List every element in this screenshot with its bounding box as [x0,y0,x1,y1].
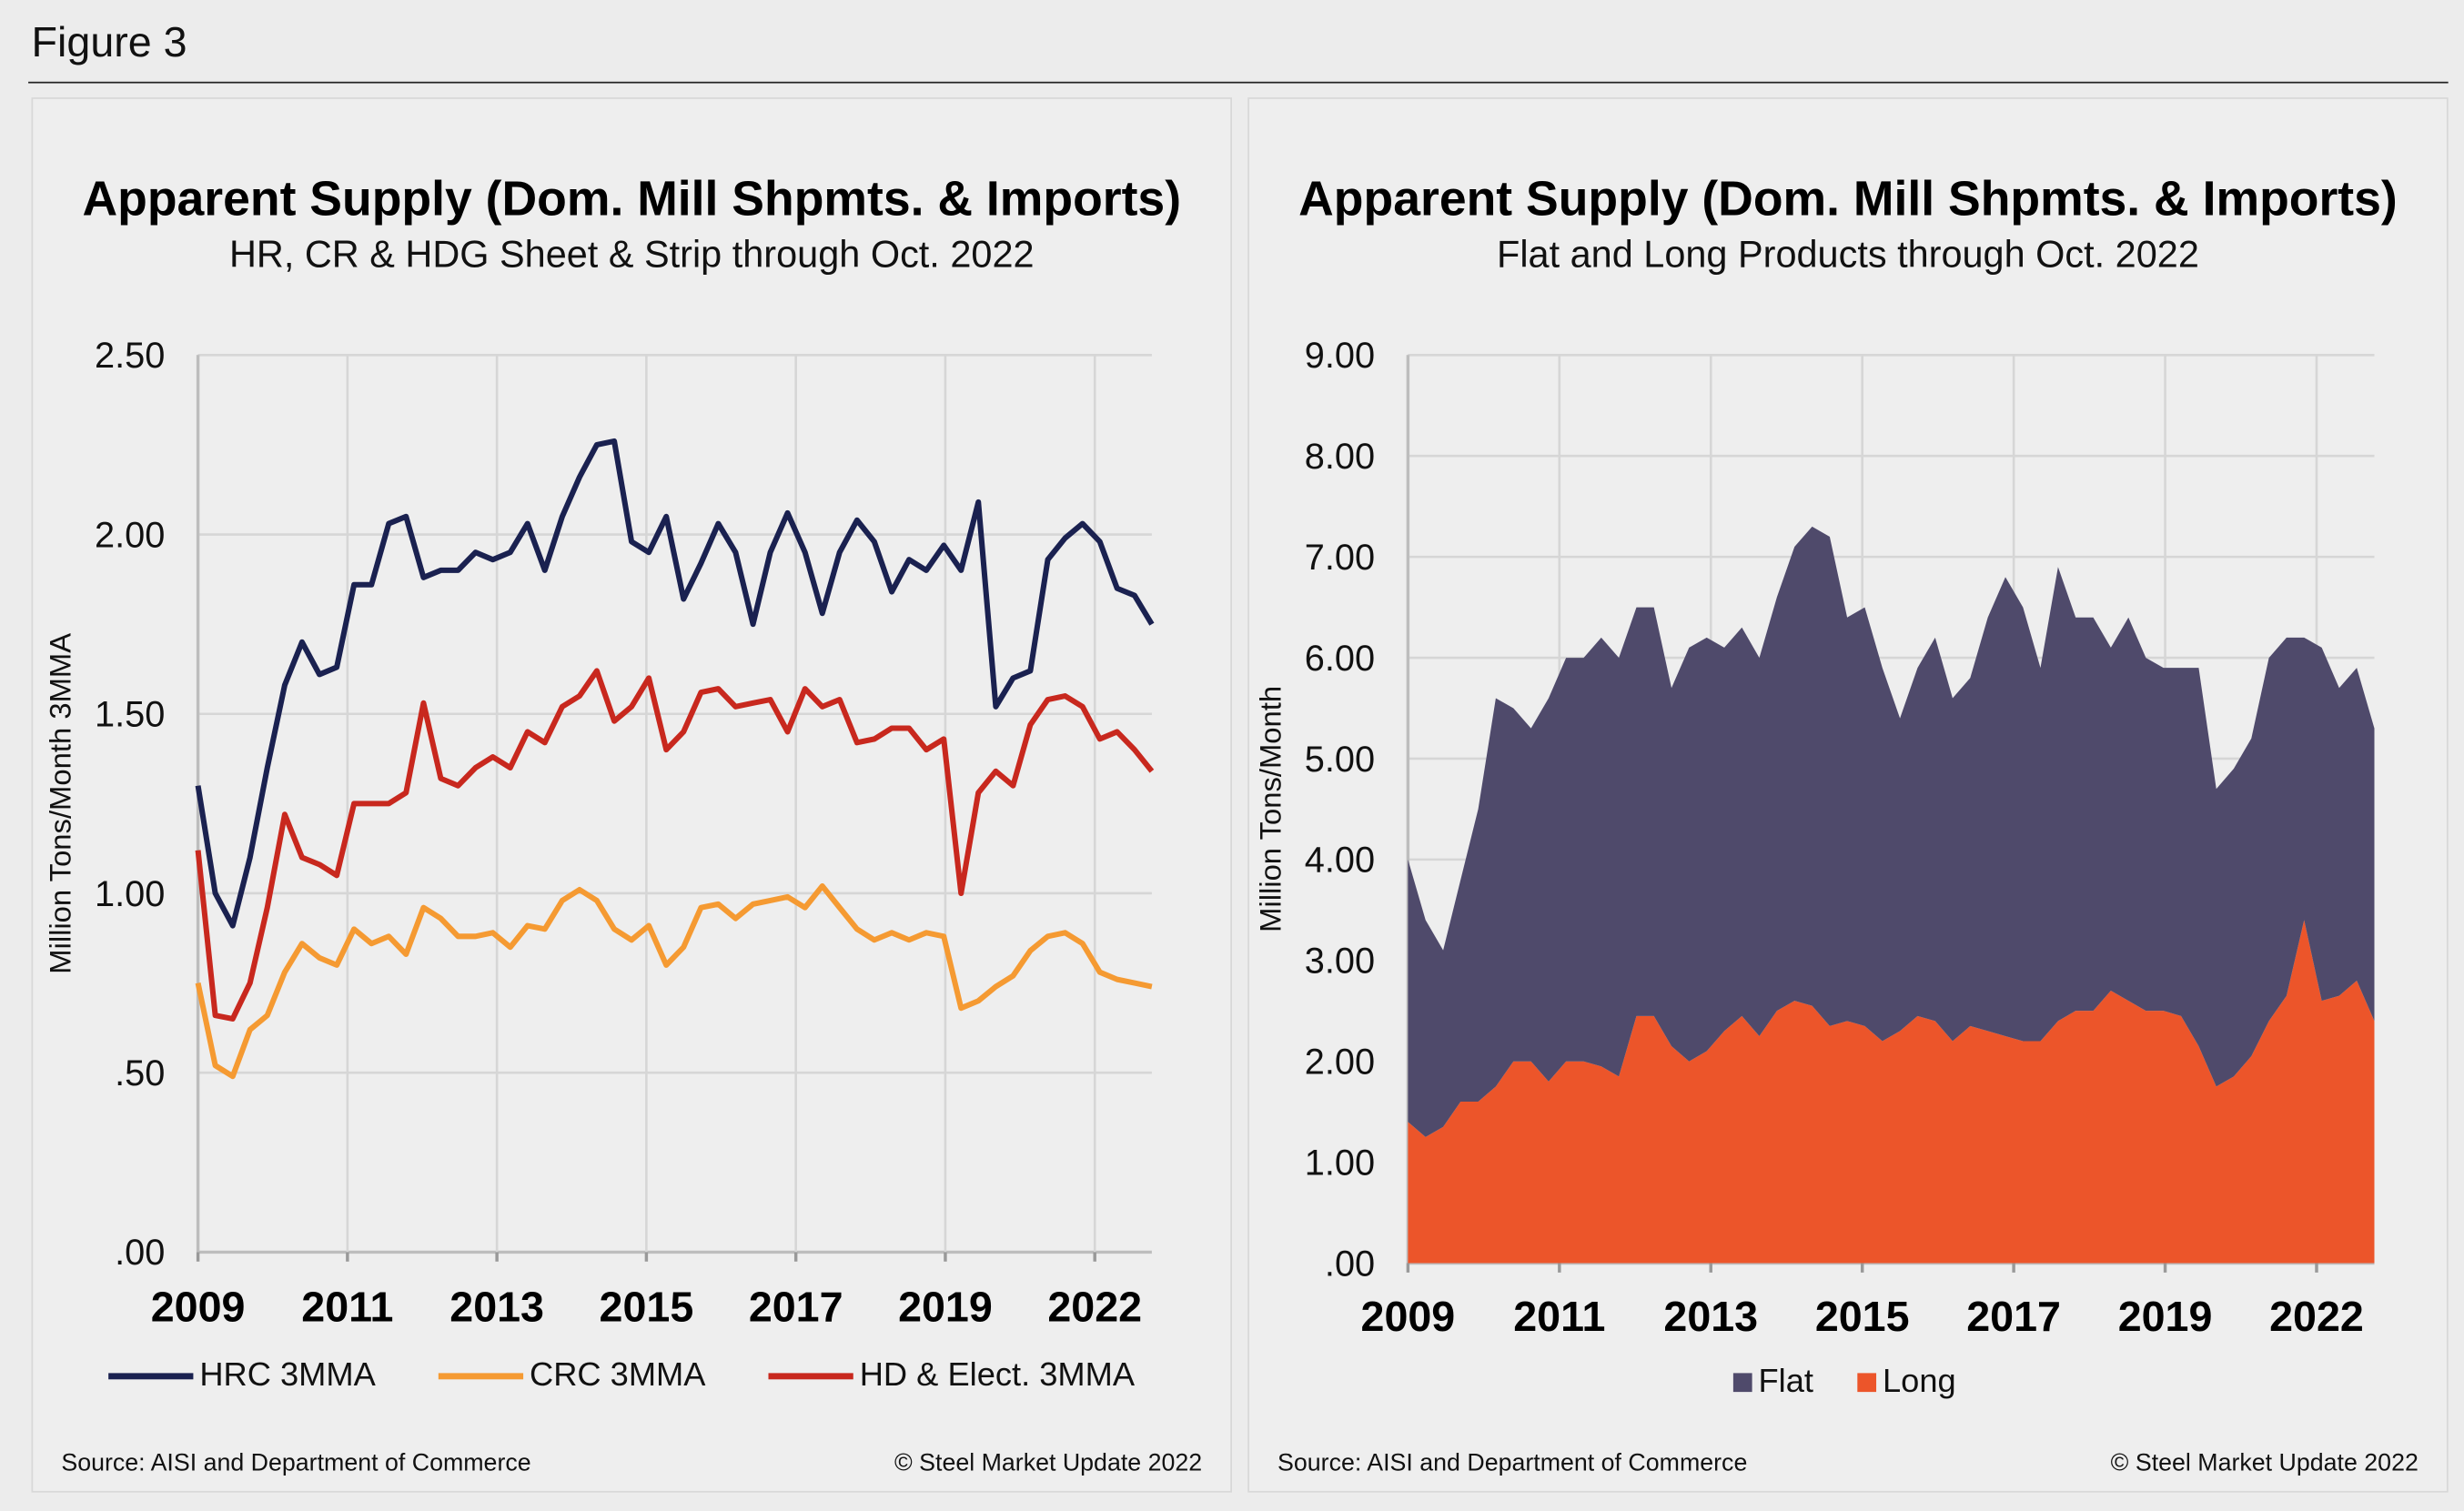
right-copyright: © Steel Market Update 2022 [2110,1450,2419,1477]
y-tick-label: 8.00 [1305,437,1375,477]
legend-item-flat: Flat [1732,1364,1813,1401]
right-chart-legend: Flat Long [1732,1364,2019,1401]
legend-swatch [1732,1373,1752,1393]
y-tick-label: 2.00 [95,515,165,555]
x-tick-label: 2011 [1513,1293,1605,1340]
right-chart-subtitle: Flat and Long Products through Oct. 2022 [1496,234,2199,277]
series-area-long [1408,920,2375,1264]
y-tick-label: 2.00 [1305,1043,1375,1083]
legend-swatch [438,1373,524,1380]
y-tick-label: .00 [1325,1244,1375,1284]
figure-divider [28,81,2449,84]
left-chart-panel: Apparent Supply (Dom. Mill Shpmts. & Imp… [31,97,1232,1493]
y-tick-label: .50 [115,1053,165,1093]
legend-swatch [768,1373,853,1380]
right-chart-plot: .00 1.00 2.00 3.00 4.00 5.00 6.00 7.00 8.00 9.00 2… [1254,336,2375,1340]
x-tick-label: 2017 [1966,1293,2061,1340]
y-tick-label: 4.00 [1305,841,1375,881]
x-tick-label: 2019 [2118,1293,2213,1340]
legend-label: CRC 3MMA [530,1357,706,1394]
y-tick-label: 6.00 [1305,639,1375,679]
y-tick-label: 2.50 [95,336,165,376]
y-axis-title: Million Tons/Month [1254,686,1288,932]
legend-item-crc: CRC 3MMA [438,1357,706,1395]
x-tick-label: 2022 [1047,1283,1142,1330]
y-tick-label: 1.50 [95,695,165,735]
y-tick-label: 1.00 [1305,1143,1375,1183]
y-tick-label: 7.00 [1305,538,1375,578]
left-chart-subtitle: HR, CR & HDG Sheet & Strip through Oct. … [228,234,1035,277]
legend-label: Flat [1758,1364,1813,1400]
x-tick-label: 2015 [600,1283,694,1330]
legend-label: Long [1882,1364,1956,1400]
x-tick-label: 2011 [301,1283,393,1330]
y-tick-label: .00 [115,1233,165,1273]
figure-label: Figure 3 [31,18,187,66]
left-chart-legend: HRC 3MMA CRC 3MMA HD & Elect. 3MMA [108,1357,1197,1395]
series-area-flat [1408,526,2375,1137]
left-chart-plot: .00 .50 1.00 1.50 2.00 2.50 2009 2011 2013 2015 20… [44,336,1155,1330]
legend-label: HRC 3MMA [199,1357,376,1394]
x-tick-label: 2013 [449,1283,544,1330]
y-axis-title: Million Tons/Month 3MMA [44,633,77,974]
x-tick-label: 2017 [749,1283,843,1330]
x-tick-label: 2013 [1663,1293,1758,1340]
series-line-hd-elect-3mma [195,668,1155,1022]
y-tick-label: 1.00 [95,874,165,914]
y-tick-label: 3.00 [1305,942,1375,982]
legend-label: HD & Elect. 3MMA [859,1357,1136,1394]
x-tick-label: 2015 [1815,1293,1910,1340]
legend-swatch [108,1373,194,1380]
right-chart-title: Apparent Supply (Dom. Mill Shpmts. & Imp… [1298,171,2398,227]
x-tick-label: 2022 [2269,1293,2364,1340]
left-chart-title: Apparent Supply (Dom. Mill Shpmts. & Imp… [82,171,1182,227]
right-source: Source: AISI and Department of Commerce [1277,1450,1748,1477]
y-tick-label: 5.00 [1305,740,1375,780]
x-tick-label: 2009 [1361,1293,1456,1340]
x-tick-label: 2009 [151,1283,246,1330]
y-tick-label: 9.00 [1305,336,1375,376]
right-chart-panel: Apparent Supply (Dom. Mill Shpmts. & Imp… [1247,97,2449,1493]
series-line-crc-3mma [195,883,1153,1080]
left-copyright: © Steel Market Update 2022 [894,1450,1203,1477]
left-source: Source: AISI and Department of Commerce [61,1450,531,1477]
legend-item-hd: HD & Elect. 3MMA [768,1357,1136,1395]
legend-item-long: Long [1857,1364,1956,1401]
legend-swatch [1857,1373,1877,1393]
series-line-hrc-3mma [195,438,1155,929]
x-tick-label: 2019 [898,1283,993,1330]
legend-item-hrc: HRC 3MMA [108,1357,376,1395]
